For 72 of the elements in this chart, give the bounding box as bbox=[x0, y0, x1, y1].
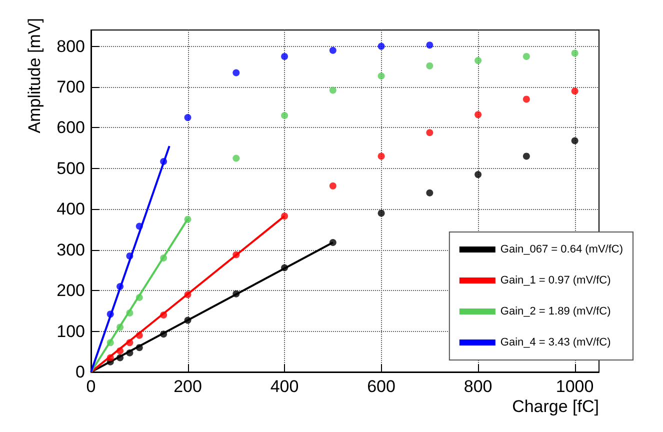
point bbox=[126, 349, 134, 356]
point bbox=[426, 62, 434, 70]
point bbox=[232, 251, 240, 258]
legend-label: Gain_2 = 1.89 (mV/fC) bbox=[500, 306, 611, 318]
point bbox=[106, 339, 114, 346]
point bbox=[106, 310, 114, 318]
point bbox=[106, 354, 114, 362]
point bbox=[329, 86, 336, 94]
point bbox=[116, 283, 124, 290]
point bbox=[571, 88, 578, 95]
point bbox=[329, 46, 336, 54]
point bbox=[160, 158, 168, 166]
point bbox=[136, 332, 143, 339]
y-tick-label: 800 bbox=[56, 36, 85, 56]
point bbox=[281, 52, 288, 60]
legend-label: Gain_4 = 3.43 (mV/fC) bbox=[500, 336, 611, 348]
point bbox=[232, 154, 240, 162]
point bbox=[522, 152, 530, 160]
point bbox=[522, 52, 530, 60]
x-tick-label: 800 bbox=[464, 377, 492, 396]
point bbox=[426, 189, 434, 196]
point bbox=[116, 324, 124, 331]
y-tick-label: 400 bbox=[56, 200, 85, 219]
point bbox=[126, 339, 134, 346]
point bbox=[522, 96, 530, 103]
point bbox=[426, 129, 434, 136]
point bbox=[184, 216, 192, 223]
point bbox=[281, 212, 288, 220]
point bbox=[571, 137, 578, 144]
point bbox=[160, 330, 168, 338]
point bbox=[232, 69, 240, 76]
point bbox=[116, 347, 124, 354]
point bbox=[184, 291, 192, 298]
y-tick-label: 600 bbox=[56, 118, 85, 138]
point bbox=[329, 182, 336, 190]
point bbox=[126, 252, 134, 260]
point bbox=[136, 294, 143, 301]
y-tick-label: 500 bbox=[56, 158, 85, 178]
x-tick-label: 600 bbox=[367, 377, 396, 396]
point bbox=[426, 42, 434, 49]
point bbox=[184, 316, 192, 324]
point bbox=[378, 72, 385, 80]
legend-label: Gain_067 = 0.64 (mV/fC) bbox=[500, 244, 624, 256]
point bbox=[474, 57, 482, 64]
point bbox=[136, 344, 143, 352]
point bbox=[329, 239, 336, 246]
point bbox=[378, 152, 385, 160]
point bbox=[281, 112, 288, 119]
point bbox=[474, 111, 482, 118]
point bbox=[378, 210, 385, 217]
y-tick-label: 200 bbox=[56, 281, 85, 300]
x-axis-title: Charge [fC] bbox=[512, 397, 599, 416]
point bbox=[126, 309, 134, 316]
x-tick-label: 400 bbox=[270, 377, 299, 396]
legend-label: Gain_1 = 0.97 (mV/fC) bbox=[500, 274, 611, 286]
point bbox=[116, 354, 124, 362]
y-tick-label: 0 bbox=[76, 362, 85, 382]
y-tick-label: 300 bbox=[56, 240, 85, 260]
point bbox=[184, 114, 192, 122]
point bbox=[571, 50, 578, 57]
x-tick-label: 1000 bbox=[556, 377, 594, 396]
point bbox=[474, 171, 482, 178]
point bbox=[378, 42, 385, 50]
point bbox=[160, 254, 168, 262]
point bbox=[281, 264, 288, 272]
y-axis-title: Amplitude [mV] bbox=[25, 18, 44, 134]
y-tick-label: 700 bbox=[56, 78, 85, 96]
point bbox=[232, 290, 240, 298]
y-tick-label: 100 bbox=[56, 322, 85, 341]
point bbox=[160, 312, 168, 318]
point bbox=[136, 222, 143, 230]
x-tick-label: 200 bbox=[174, 377, 202, 396]
